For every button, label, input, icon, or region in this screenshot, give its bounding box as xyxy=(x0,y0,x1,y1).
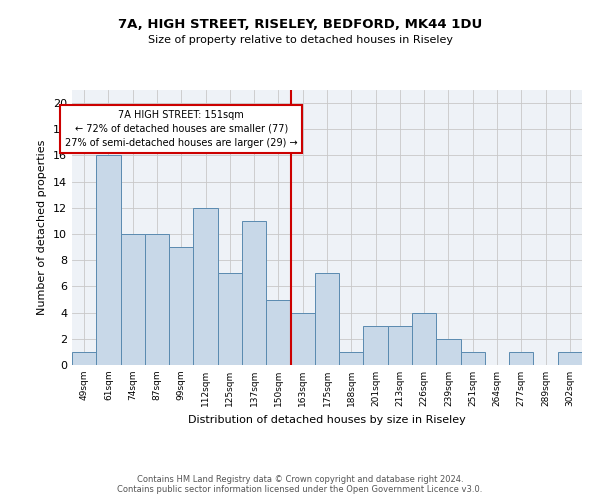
Text: 7A, HIGH STREET, RISELEY, BEDFORD, MK44 1DU: 7A, HIGH STREET, RISELEY, BEDFORD, MK44 … xyxy=(118,18,482,30)
Bar xyxy=(290,312,315,365)
Bar xyxy=(169,247,193,365)
Bar xyxy=(436,339,461,365)
Y-axis label: Number of detached properties: Number of detached properties xyxy=(37,140,47,315)
Bar xyxy=(461,352,485,365)
Bar xyxy=(96,156,121,365)
Bar xyxy=(242,221,266,365)
Bar xyxy=(364,326,388,365)
Bar xyxy=(509,352,533,365)
Text: Contains HM Land Registry data © Crown copyright and database right 2024.
Contai: Contains HM Land Registry data © Crown c… xyxy=(118,474,482,494)
Bar xyxy=(121,234,145,365)
Text: 7A HIGH STREET: 151sqm
← 72% of detached houses are smaller (77)
27% of semi-det: 7A HIGH STREET: 151sqm ← 72% of detached… xyxy=(65,110,298,148)
Bar xyxy=(412,312,436,365)
Bar xyxy=(339,352,364,365)
Bar xyxy=(218,274,242,365)
Bar xyxy=(193,208,218,365)
X-axis label: Distribution of detached houses by size in Riseley: Distribution of detached houses by size … xyxy=(188,414,466,424)
Text: Size of property relative to detached houses in Riseley: Size of property relative to detached ho… xyxy=(148,35,452,45)
Bar xyxy=(315,274,339,365)
Bar xyxy=(145,234,169,365)
Bar xyxy=(388,326,412,365)
Bar xyxy=(266,300,290,365)
Bar xyxy=(558,352,582,365)
Bar xyxy=(72,352,96,365)
